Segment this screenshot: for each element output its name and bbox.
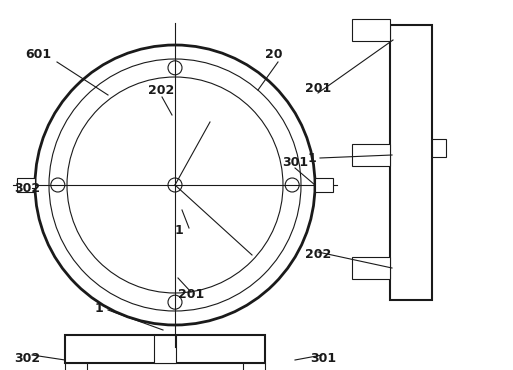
Text: 1: 1 (95, 302, 104, 314)
Text: 1: 1 (175, 223, 184, 236)
Bar (65, 363, 87, 370)
Text: 601: 601 (25, 48, 51, 61)
Bar (243, 363, 265, 370)
Text: 301: 301 (310, 352, 336, 364)
Text: 20: 20 (265, 48, 283, 61)
Text: 302: 302 (14, 352, 40, 364)
Bar (17, 178, 35, 192)
Text: 202: 202 (148, 84, 174, 97)
Bar (352, 19, 390, 41)
Bar (390, 25, 432, 300)
Bar (352, 257, 390, 279)
Text: 201: 201 (305, 81, 331, 94)
Text: 301: 301 (282, 157, 308, 169)
Text: 1: 1 (308, 151, 317, 165)
Bar (352, 144, 390, 166)
Bar (432, 139, 446, 157)
Bar (315, 178, 333, 192)
Text: 302: 302 (14, 182, 40, 195)
Text: 202: 202 (305, 249, 331, 262)
Bar (65, 335, 265, 363)
Bar (154, 335, 176, 363)
Text: 201: 201 (178, 289, 204, 302)
